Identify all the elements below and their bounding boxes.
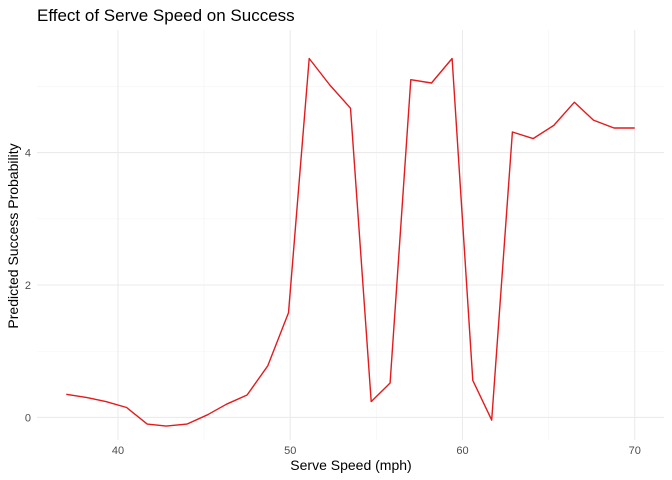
y-tick-labels: 0 2 4 <box>25 148 31 425</box>
y-tick-label: 4 <box>25 148 31 160</box>
x-axis-label: Serve Speed (mph) <box>290 457 411 473</box>
grid-lines <box>37 30 664 440</box>
chart-title: Effect of Serve Speed on Success <box>37 6 295 25</box>
series-layer <box>66 57 635 427</box>
x-tick-label: 70 <box>629 445 641 457</box>
y-tick-label: 0 <box>25 412 31 424</box>
x-tick-labels: 40 50 60 70 <box>112 445 641 457</box>
x-tick-label: 40 <box>112 445 124 457</box>
x-tick-label: 50 <box>284 445 296 457</box>
y-axis-label: Predicted Success Probability <box>5 143 21 328</box>
series-line <box>66 57 635 427</box>
x-tick-label: 60 <box>456 445 468 457</box>
y-tick-label: 2 <box>25 280 31 292</box>
